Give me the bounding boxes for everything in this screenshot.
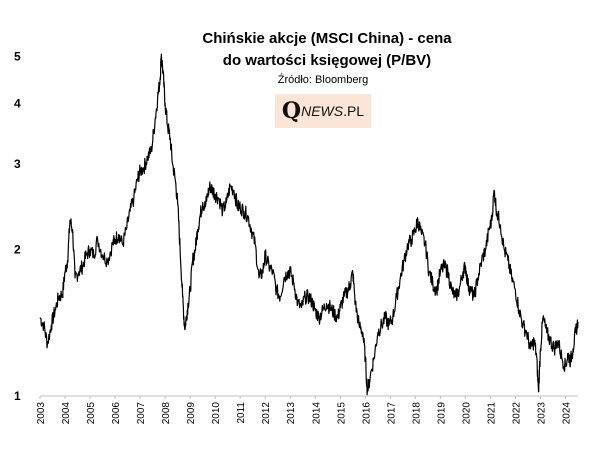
y-tick-label: 5 xyxy=(14,49,21,63)
x-tick-label: 2006 xyxy=(111,402,122,425)
qnews-logo: Q NEWS .PL xyxy=(275,94,371,128)
x-tick-label: 2003 xyxy=(36,402,47,425)
x-tick-label: 2011 xyxy=(236,402,247,424)
x-tick-label: 2008 xyxy=(161,402,172,425)
x-tick-label: 2022 xyxy=(511,402,522,425)
x-tick-label: 2013 xyxy=(286,402,297,425)
logo-q: Q xyxy=(281,98,302,124)
x-tick-label: 2009 xyxy=(186,402,197,425)
x-tick-label: 2018 xyxy=(411,402,422,425)
x-tick-label: 2016 xyxy=(361,402,372,425)
y-tick-label: 1 xyxy=(14,389,21,403)
y-tick-label: 2 xyxy=(14,243,21,257)
y-axis: 1 2 3 4 5 xyxy=(14,49,21,403)
x-tick-label: 2019 xyxy=(436,402,447,425)
x-tick-label: 2017 xyxy=(386,402,397,425)
x-tick-label: 2021 xyxy=(486,402,497,425)
chart-title-line-1: Chińskie akcje (MSCI China) - cena xyxy=(202,30,452,47)
x-tick-label: 2004 xyxy=(61,402,72,425)
x-tick-label: 2005 xyxy=(86,402,97,425)
y-tick-label: 3 xyxy=(14,157,21,171)
x-tick-label: 2010 xyxy=(211,402,222,425)
chart-title-line-2: do wartości księgowej (P/BV) xyxy=(223,52,431,69)
logo-news: NEWS xyxy=(301,103,344,119)
x-axis: 2003 2004 2005 2006 2007 2008 2009 2010 2011 2012… xyxy=(36,396,572,424)
x-tick-label: 2020 xyxy=(461,402,472,425)
x-tick-label: 2014 xyxy=(311,402,322,425)
x-tick-label: 2012 xyxy=(261,402,272,425)
x-tick-label: 2015 xyxy=(336,402,347,425)
logo-pl: .PL xyxy=(343,103,365,119)
x-tick-label: 2007 xyxy=(136,402,147,425)
x-tick-label: 2024 xyxy=(561,402,572,425)
chart-source: Źródło: Bloomberg xyxy=(278,73,369,86)
y-tick-label: 4 xyxy=(14,96,21,110)
pbv-series-line xyxy=(39,53,579,396)
x-tick-label: 2023 xyxy=(536,402,547,425)
